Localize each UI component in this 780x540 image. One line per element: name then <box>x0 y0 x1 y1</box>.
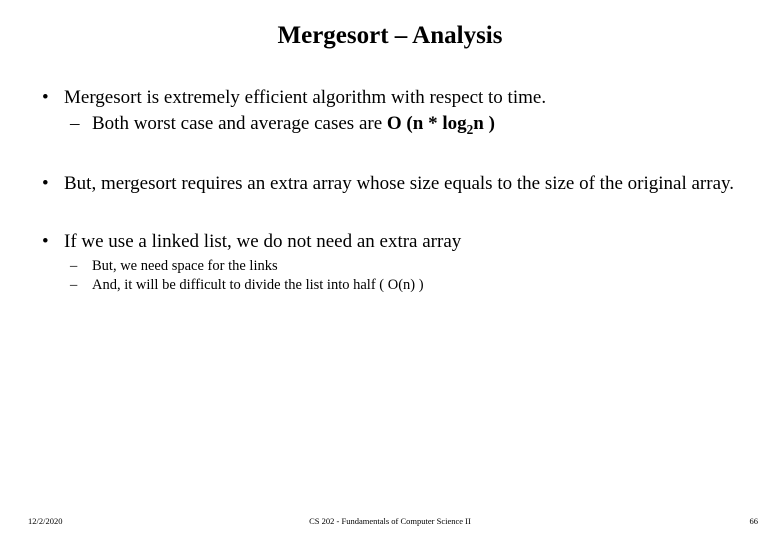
bullet-list: Mergesort is extremely efficient algorit… <box>28 86 752 296</box>
sub-bullet-pre: Both worst case and average cases are <box>92 113 387 134</box>
footer-page-number: 66 <box>750 516 759 526</box>
sub-bullet-item: But, we need space for the links <box>92 257 752 277</box>
sub-bullet-list: Both worst case and average cases are O … <box>64 112 752 138</box>
sub-bullet-item: And, it will be difficult to divide the … <box>92 276 752 296</box>
footer-center: CS 202 - Fundamentals of Computer Scienc… <box>0 516 780 526</box>
bullet-item: But, mergesort requires an extra array w… <box>64 172 752 196</box>
bullet-item: Mergesort is extremely efficient algorit… <box>64 86 752 138</box>
bullet-text: But, mergesort requires an extra array w… <box>64 173 734 194</box>
sub-bullet-list-small: But, we need space for the links And, it… <box>64 257 752 296</box>
slide: Mergesort – Analysis Mergesort is extrem… <box>0 0 780 540</box>
bullet-item: If we use a linked list, we do not need … <box>64 230 752 295</box>
sub-bullet-item: Both worst case and average cases are O … <box>92 112 752 138</box>
sub-bullet-post: n ) <box>473 113 495 134</box>
bullet-text: Mergesort is extremely efficient algorit… <box>64 87 546 108</box>
sub-bullet-bold: O (n * log <box>387 113 467 134</box>
slide-title: Mergesort – Analysis <box>28 22 752 50</box>
bullet-text: If we use a linked list, we do not need … <box>64 231 461 252</box>
